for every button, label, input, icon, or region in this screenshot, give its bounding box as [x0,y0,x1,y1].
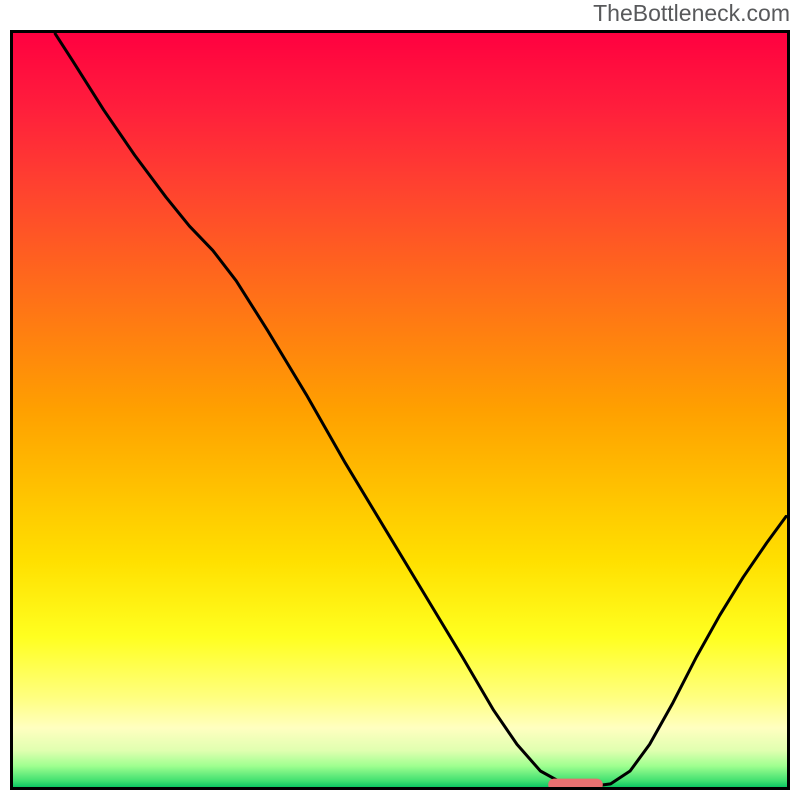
bottleneck-chart [10,30,790,790]
watermark-text: TheBottleneck.com [593,0,790,27]
chart-container: TheBottleneck.com [0,0,800,800]
